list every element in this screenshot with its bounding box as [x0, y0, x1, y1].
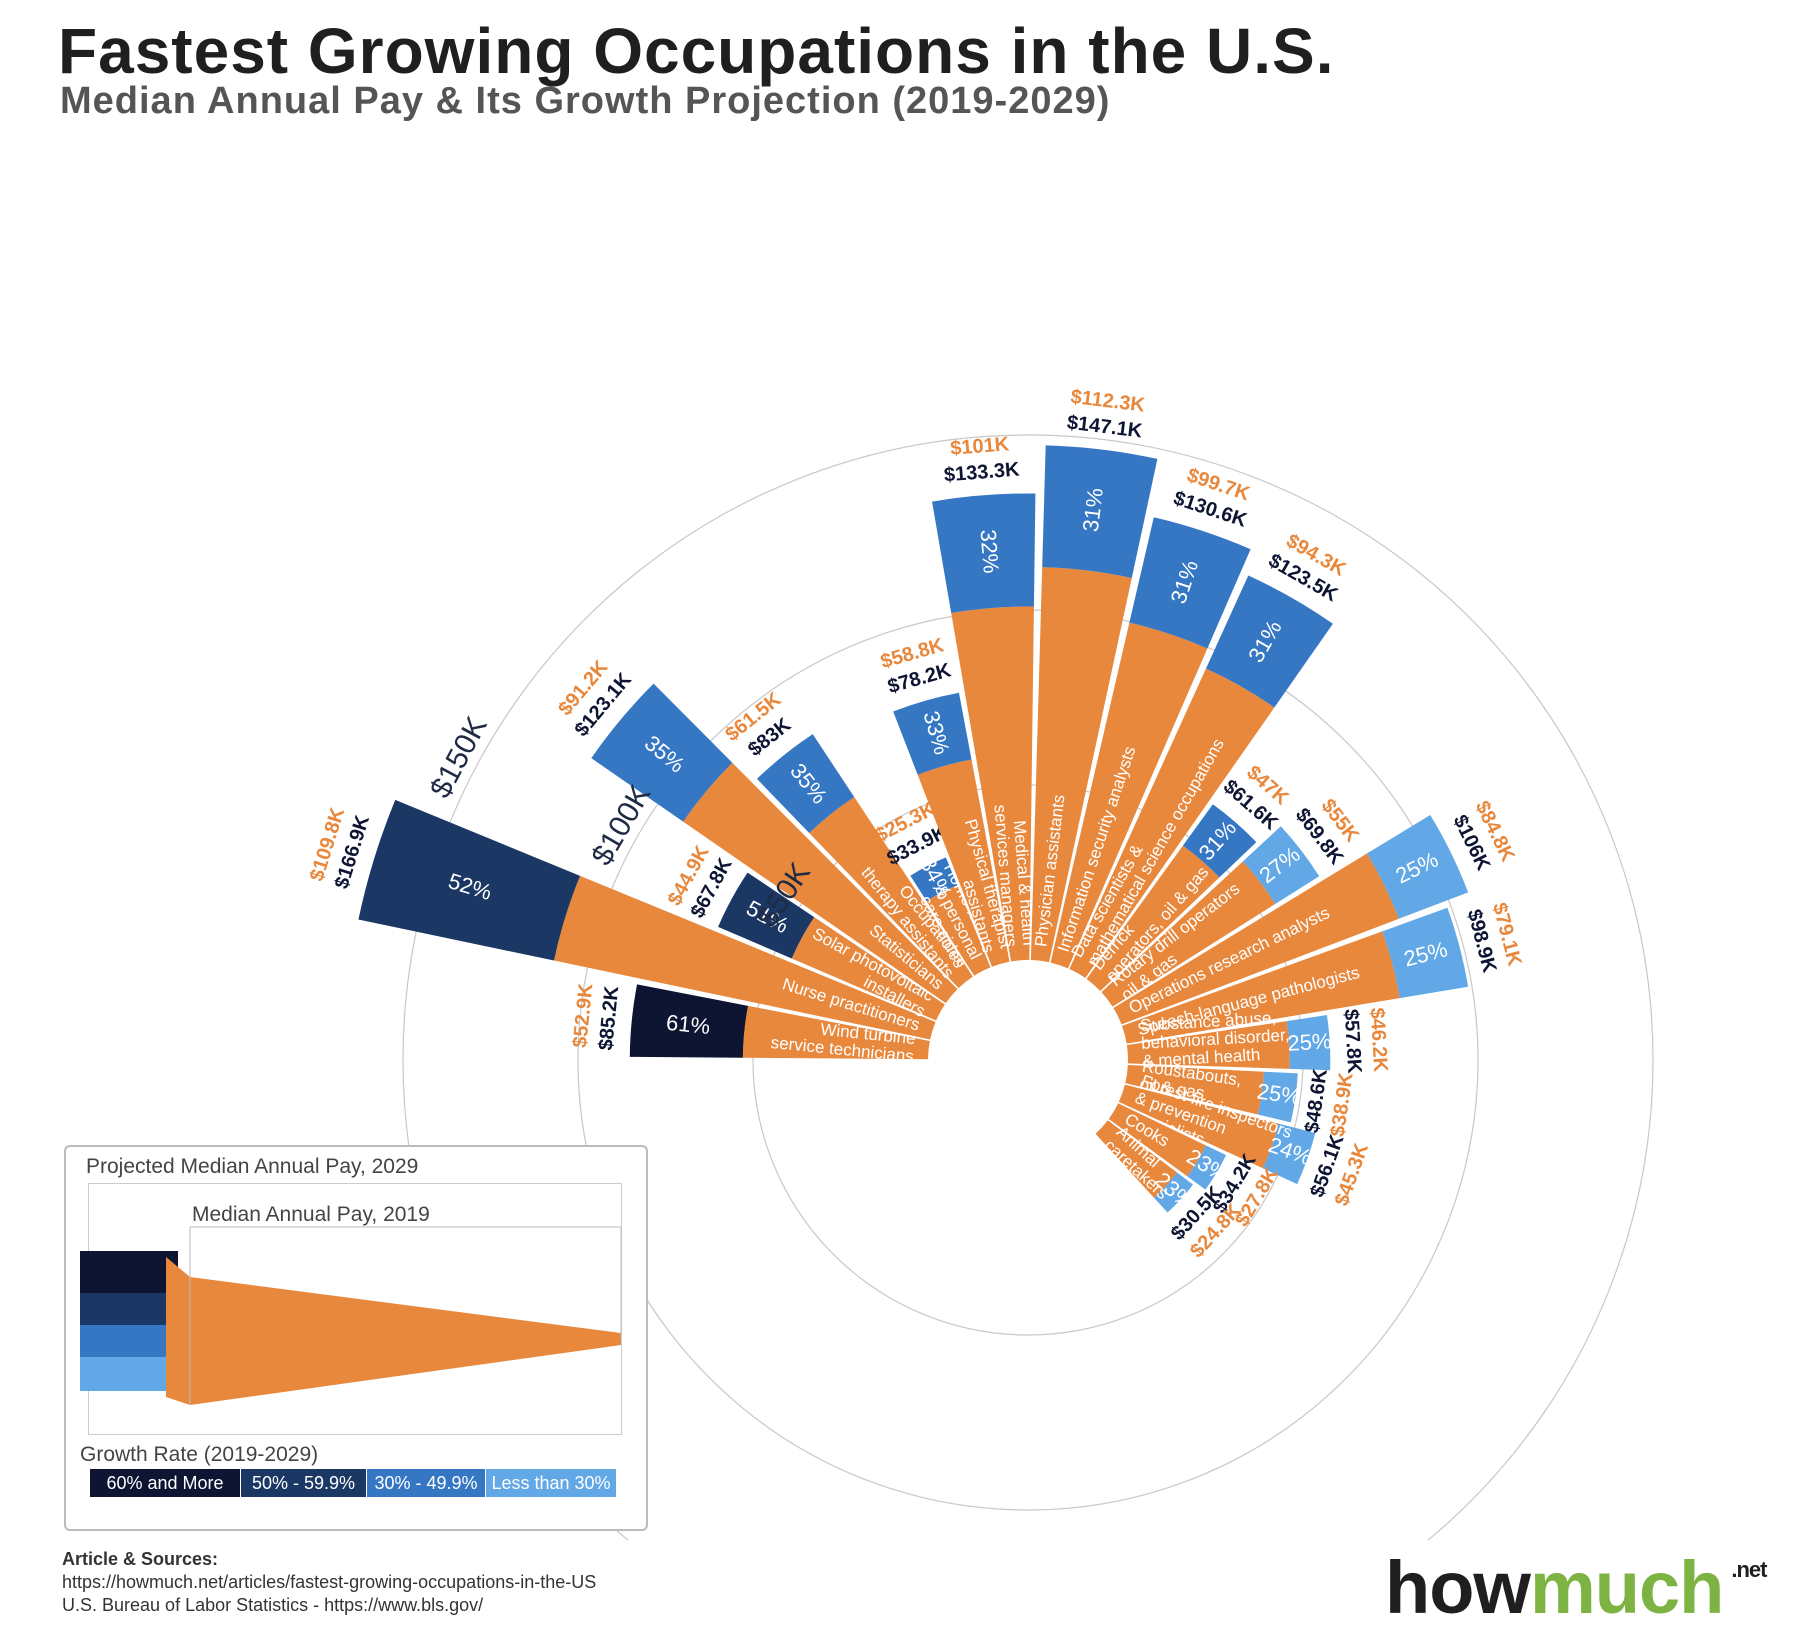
pay2019-label-15: $46.2K — [1366, 1007, 1392, 1073]
axis-tick-150: $150K — [424, 711, 494, 803]
legend-band-lt30: Less than 30% — [486, 1469, 617, 1497]
logo-how: how — [1385, 1546, 1531, 1629]
bar-2019-12 — [1101, 861, 1276, 1007]
chart-subtitle: Median Annual Pay & Its Growth Projectio… — [60, 80, 1111, 122]
bar-growth-6 — [893, 692, 972, 775]
bar-2019-14 — [1121, 931, 1400, 1044]
bar-growth-10 — [1205, 575, 1333, 708]
bar-2019-11 — [1086, 845, 1220, 991]
pay2029-label-0: $85.2K — [595, 984, 623, 1051]
bar-growth-13 — [1366, 814, 1469, 919]
bar-2019-2 — [791, 917, 945, 1021]
bar-2019-4 — [809, 796, 973, 989]
legend-diagram-band-3 — [80, 1325, 178, 1359]
legend-diagram-band-2 — [80, 1293, 178, 1327]
legend-growth-title: Growth Rate (2019-2029) — [80, 1443, 319, 1466]
pay2029-label-7: $133.3K — [943, 459, 1021, 487]
bar-growth-7 — [932, 493, 1036, 614]
legend-diagram-band-1 — [80, 1251, 178, 1295]
legend-median-label: Median Annual Pay, 2019 — [192, 1203, 430, 1226]
bar-growth-18 — [1187, 1145, 1227, 1190]
bar-2019-13 — [1113, 853, 1399, 1025]
gridline-150 — [402, 434, 1654, 1540]
pay2019-label-8: $112.3K — [1069, 386, 1146, 417]
bar-2019-3 — [683, 762, 958, 1004]
bar-2019-0 — [742, 1005, 930, 1060]
sources-article-link[interactable]: https://howmuch.net/articles/fastest-gro… — [62, 1572, 597, 1592]
bar-2019-17 — [1118, 1084, 1279, 1169]
bar-growth-0 — [629, 984, 749, 1058]
bar-2019-10 — [1069, 668, 1275, 979]
bar-2019-5 — [926, 885, 991, 976]
legend-band-50-59: 50% - 59.9% — [241, 1469, 367, 1497]
bar-2019-15 — [1126, 1021, 1290, 1069]
howmuch-logo: howmuch .net — [1385, 1545, 1767, 1630]
pay2029-label-15: $57.8K — [1340, 1008, 1366, 1074]
bar-2019-16 — [1125, 1064, 1264, 1115]
pay2019-label-0: $52.9K — [569, 982, 597, 1049]
bar-2019-18 — [1108, 1103, 1206, 1177]
growth-label-16: 25% — [1255, 1079, 1302, 1110]
legend-scale: 60% and More 50% - 59.9% 30% - 49.9% Les… — [90, 1469, 617, 1497]
bar-growth-1 — [358, 799, 581, 961]
bar-growth-9 — [1129, 517, 1251, 649]
pay2019-label-7: $101K — [949, 433, 1010, 460]
bar-growth-5 — [910, 857, 958, 902]
bar-2019-7 — [951, 606, 1034, 962]
growth-label-8: 31% — [1078, 486, 1108, 533]
bar-2019-6 — [917, 759, 1010, 967]
hub-circle — [932, 964, 1124, 1156]
bar-growth-3 — [591, 683, 733, 822]
growth-label-0: 61% — [665, 1010, 711, 1039]
sources: Article & Sources: https://howmuch.net/a… — [62, 1548, 596, 1617]
bar-growth-16 — [1257, 1071, 1298, 1123]
legend-band-30-49: 30% - 49.9% — [367, 1469, 486, 1497]
chart-title: Fastest Growing Occupations in the U.S. — [58, 15, 1335, 87]
axis-tick-100: $100K — [585, 779, 657, 871]
bar-2019-1 — [554, 875, 936, 1040]
pay2029-label-8: $147.1K — [1066, 412, 1144, 443]
pay2019-label-16: $38.9K — [1327, 1071, 1358, 1138]
bar-growth-2 — [718, 872, 815, 959]
bar-2019-19 — [1095, 1120, 1178, 1198]
bar-growth-14 — [1382, 907, 1469, 999]
bar-growth-8 — [1042, 445, 1158, 578]
legend-diagram-wedge-base — [166, 1257, 190, 1405]
sources-bls-link[interactable]: U.S. Bureau of Labor Statistics - https:… — [62, 1595, 484, 1615]
bar-growth-15 — [1286, 1015, 1331, 1071]
logo-much: much — [1529, 1546, 1724, 1629]
legend-diagram-band-4 — [80, 1357, 178, 1391]
bar-growth-4 — [756, 734, 855, 834]
logo-net: .net — [1731, 1557, 1767, 1582]
legend-band-60-plus: 60% and More — [90, 1469, 241, 1497]
bar-growth-11 — [1182, 804, 1257, 878]
legend-diagram-wedge — [190, 1277, 621, 1405]
bar-growth-17 — [1262, 1123, 1316, 1185]
bar-2019-8 — [1030, 567, 1132, 963]
legend-projected-label: Projected Median Annual Pay, 2029 — [86, 1155, 419, 1178]
legend-diagram — [80, 1226, 622, 1405]
growth-label-7: 32% — [975, 528, 1003, 574]
bar-2019-9 — [1050, 622, 1208, 969]
growth-label-15: 25% — [1287, 1028, 1332, 1055]
bar-growth-19 — [1154, 1172, 1194, 1213]
sources-heading: Article & Sources: — [62, 1549, 219, 1569]
bar-growth-12 — [1242, 826, 1320, 904]
legend: Projected Median Annual Pay, 2029 Median… — [64, 1145, 648, 1531]
